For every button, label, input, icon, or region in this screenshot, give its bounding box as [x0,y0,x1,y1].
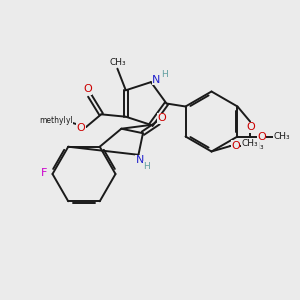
Text: N: N [152,75,160,85]
Text: O: O [231,140,240,151]
Text: CH₃: CH₃ [273,132,290,141]
Text: H: H [143,162,150,171]
Text: methyl: methyl [39,116,66,125]
Text: CH₃: CH₃ [247,142,264,151]
Text: O: O [257,131,266,142]
Text: N: N [136,155,144,165]
Text: CH₃: CH₃ [109,58,126,67]
Text: methyl: methyl [46,116,73,124]
Text: O: O [76,122,85,133]
Text: O: O [83,84,92,94]
Text: O: O [246,122,255,133]
Text: H: H [161,70,167,79]
Text: O: O [157,113,166,123]
Text: CH₃: CH₃ [242,139,258,148]
Text: F: F [41,168,47,178]
